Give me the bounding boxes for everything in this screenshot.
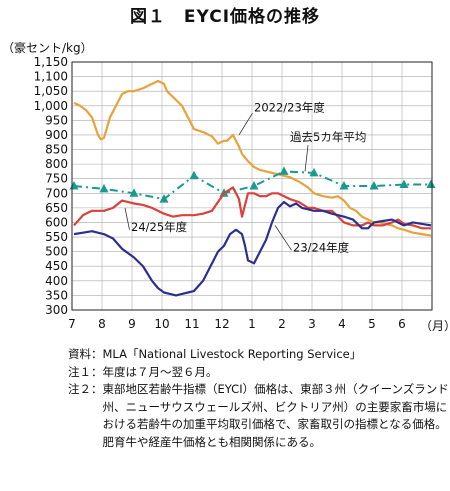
annotation-leader xyxy=(274,225,292,251)
y-tick-label: 900 xyxy=(45,128,68,142)
y-tick-label: 950 xyxy=(45,113,68,127)
note-text: MLA「National Livestock Reporting Service… xyxy=(102,347,362,361)
y-tick-label: 1,050 xyxy=(34,84,68,98)
note-row: 注２： 東部地区若齢牛指標（EYCI）価格は、東部３州（クイーンズランド州、ニュー… xyxy=(68,381,450,451)
y-tick-label: 1,000 xyxy=(34,99,68,113)
note-label: 資料： xyxy=(68,347,103,361)
y-tick-label: 800 xyxy=(45,157,68,171)
series-line xyxy=(73,200,432,297)
series-line xyxy=(73,79,432,237)
series-marker xyxy=(309,167,319,177)
annotation-leader xyxy=(238,112,253,136)
series-marker xyxy=(159,194,169,203)
x-tick-label: 10 xyxy=(154,317,169,331)
series-marker xyxy=(189,170,199,180)
y-tick-label: 450 xyxy=(45,259,68,273)
x-tick-label: 1 xyxy=(248,317,256,331)
y-tick-label: 850 xyxy=(45,143,68,157)
series-annotation: 24/25年度 xyxy=(131,220,188,234)
note-text: 年度は７月～翌６月。 xyxy=(102,364,218,379)
y-tick-label: 700 xyxy=(45,186,68,200)
series-marker xyxy=(426,179,436,189)
series-marker xyxy=(339,181,349,190)
x-tick-label: 11 xyxy=(184,317,199,331)
series-annotation: 過去5カ年平均 xyxy=(290,130,366,144)
x-tick-label: 6 xyxy=(398,317,406,331)
series-marker xyxy=(129,188,139,197)
note-label: 注２： xyxy=(68,382,103,396)
series-marker xyxy=(249,181,259,190)
x-axis-ticks: 7 8 9 10 11 12 1 2 3 4 5 6 xyxy=(68,317,406,331)
series-annotation: 2022/23年度 xyxy=(254,101,325,115)
y-axis-ticks: 3003504004505005506006507007508008509009… xyxy=(34,55,68,317)
series-marker xyxy=(69,181,79,190)
y-tick-label: 300 xyxy=(45,303,68,317)
y-tick-label: 500 xyxy=(45,245,68,259)
y-tick-label: 350 xyxy=(45,288,68,302)
series-marker xyxy=(99,183,109,193)
x-tick-label: 12 xyxy=(214,317,229,331)
eyci-line-chart: （豪セント/kg） （月） 30035040045050055060065070… xyxy=(2,40,450,333)
x-tick-label: 5 xyxy=(368,317,376,331)
series-lines xyxy=(69,79,436,297)
y-tick-label: 550 xyxy=(45,230,68,244)
annotation-leader xyxy=(304,145,309,172)
note-row: 資料： MLA「National Livestock Reporting Serv… xyxy=(68,346,450,364)
chart-title: 図１ EYCI価格の推移 xyxy=(129,7,321,27)
series-annotation: 23/24年度 xyxy=(293,241,350,255)
y-tick-label: 750 xyxy=(45,172,68,186)
x-tick-label: 3 xyxy=(308,317,316,331)
x-tick-label: 4 xyxy=(338,317,346,331)
series-marker xyxy=(279,166,289,175)
x-tick-label: 7 xyxy=(68,317,76,331)
notes: 資料： MLA「National Livestock Reporting Serv… xyxy=(68,346,450,451)
x-tick-label: 8 xyxy=(98,317,106,331)
x-tick-label: 9 xyxy=(128,317,136,331)
y-axis-unit: （豪セント/kg） xyxy=(2,40,93,55)
annotation-leader xyxy=(124,207,130,230)
x-tick-label: 2 xyxy=(278,317,286,331)
series-marker xyxy=(399,179,409,189)
x-axis-unit: （月） xyxy=(420,319,450,333)
note-label: 注１： xyxy=(68,364,103,379)
series-marker xyxy=(369,181,379,190)
plot-frame xyxy=(71,61,433,311)
y-tick-label: 1,150 xyxy=(34,55,68,69)
y-tick-label: 600 xyxy=(45,215,68,229)
note-row: 注１： 年度は７月～翌６月。 xyxy=(68,364,450,382)
y-tick-label: 400 xyxy=(45,274,68,288)
y-tick-label: 1,100 xyxy=(34,70,68,84)
note-text: 東部地区若齢牛指標（EYCI）価格は、東部３州（クイーンズランド州、ニューサウス… xyxy=(102,382,449,449)
y-tick-label: 650 xyxy=(45,201,68,215)
